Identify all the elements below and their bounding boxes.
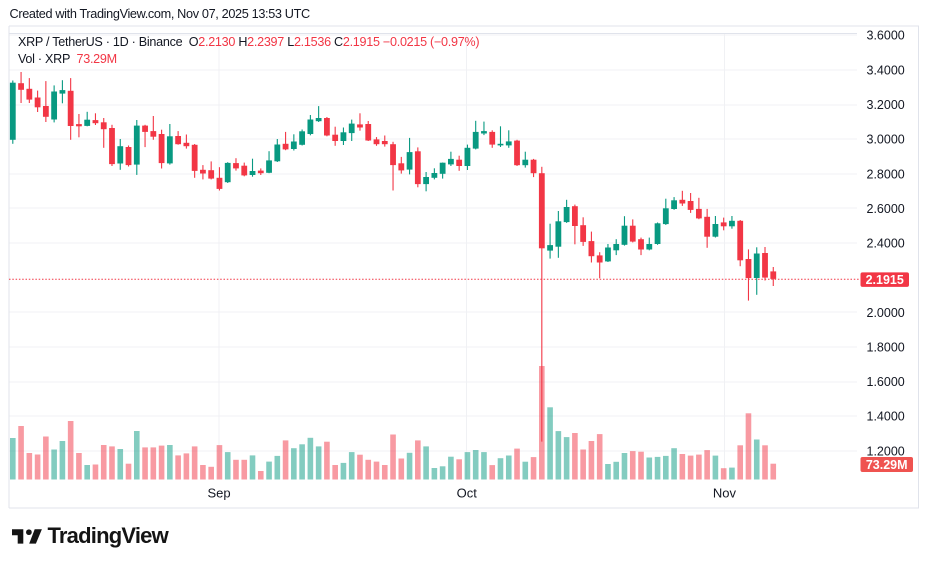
svg-text:Oct: Oct [457,486,478,501]
svg-text:2.6000: 2.6000 [867,202,905,216]
svg-text:Nov: Nov [713,486,737,501]
svg-text:1.8000: 1.8000 [867,341,905,355]
svg-text:2.4000: 2.4000 [867,237,905,251]
svg-text:1.4000: 1.4000 [867,410,905,424]
svg-text:2.8000: 2.8000 [867,167,905,181]
svg-text:Sep: Sep [208,486,231,501]
svg-text:2.0000: 2.0000 [867,306,905,320]
svg-text:3.6000: 3.6000 [867,29,905,43]
svg-text:1.2000: 1.2000 [867,444,905,458]
svg-text:1.6000: 1.6000 [867,375,905,389]
svg-text:73.29M: 73.29M [866,458,908,472]
svg-text:3.0000: 3.0000 [867,133,905,147]
svg-text:3.4000: 3.4000 [867,63,905,77]
svg-text:3.2000: 3.2000 [867,98,905,112]
svg-text:2.1915: 2.1915 [866,273,904,287]
